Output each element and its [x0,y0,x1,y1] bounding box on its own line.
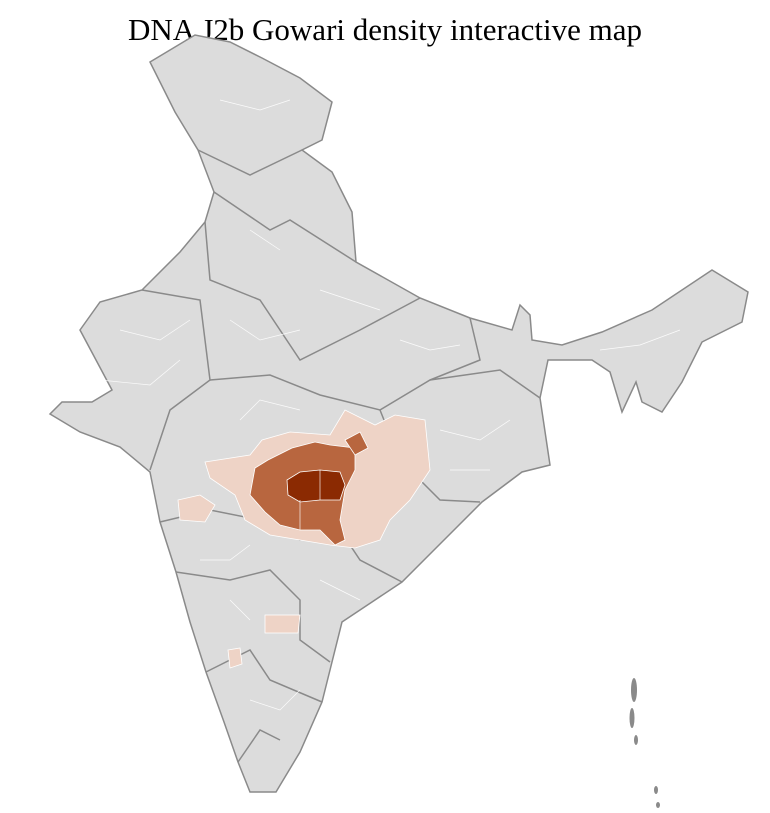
region-low [177,494,216,523]
mainland [48,34,749,793]
island [654,786,658,794]
state-borders [141,149,541,763]
andaman-islands [629,678,660,808]
region-high [286,469,346,503]
country-outline [48,34,749,808]
island [629,708,635,728]
region-medium [344,431,369,456]
region-low [264,614,301,634]
island [656,802,660,808]
district-borders [99,99,681,711]
island [631,678,637,702]
island [634,735,638,745]
density-regions [177,409,431,669]
region-low [227,647,243,669]
